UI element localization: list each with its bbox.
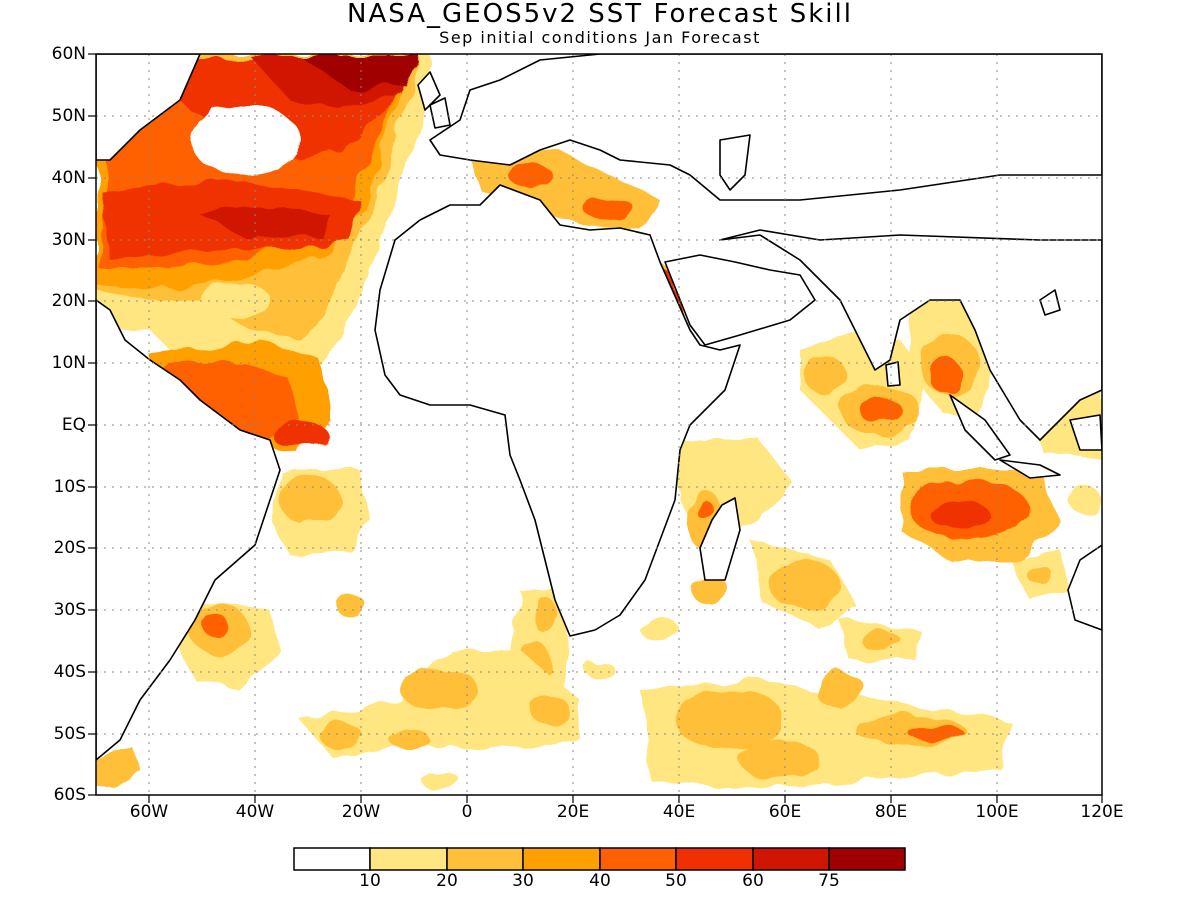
colorbar (293, 847, 906, 871)
lon-tick-label: 120E (1080, 802, 1124, 822)
lat-tick-label: EQ (61, 415, 86, 435)
lat-tick-label: 40S (53, 662, 86, 682)
lat-tick-label: 60S (53, 785, 86, 805)
lon-tick-label: 60W (129, 802, 169, 822)
colorbar-swatch (522, 847, 601, 871)
lat-tick-label: 60N (51, 44, 86, 64)
axis-ticks (88, 53, 1103, 803)
lat-tick-label: 30N (51, 230, 86, 250)
skill-field (96, 54, 1102, 795)
lat-tick-label: 50N (51, 106, 86, 126)
map-subtitle: Sep initial conditions Jan Forecast (439, 28, 761, 47)
colorbar-label: 75 (818, 871, 840, 891)
lon-tick-label: 100E (975, 802, 1019, 822)
colorbar-label: 50 (665, 871, 687, 891)
colorbar-label: 10 (359, 871, 381, 891)
lon-tick-label: 20E (556, 802, 590, 822)
colorbar-swatch (446, 847, 524, 871)
lat-tick-label: 20S (53, 538, 86, 558)
lat-tick-label: 20N (51, 291, 86, 311)
colorbar-swatch (675, 847, 754, 871)
lon-tick-label: 40W (235, 802, 275, 822)
colorbar-label: 30 (512, 871, 534, 891)
colorbar-label: 60 (742, 871, 764, 891)
colorbar-swatch (293, 847, 371, 871)
lat-tick-label: 50S (53, 724, 86, 744)
lat-tick-label: 10S (53, 477, 86, 497)
colorbar-swatch (369, 847, 448, 871)
lon-tick-label: 0 (461, 802, 473, 822)
lon-tick-label: 40E (662, 802, 696, 822)
colorbar-swatch (828, 847, 906, 871)
continents (96, 54, 1102, 761)
lat-tick-label: 40N (51, 168, 86, 188)
colorbar-label: 40 (589, 871, 611, 891)
lon-tick-label: 80E (874, 802, 908, 822)
colorbar-swatch (752, 847, 830, 871)
colorbar-label: 20 (436, 871, 458, 891)
graticule (96, 54, 1102, 795)
lon-tick-label: 60E (768, 802, 802, 822)
lat-tick-label: 30S (53, 600, 86, 620)
map-title: NASA_GEOS5v2 SST Forecast Skill (347, 0, 853, 29)
lat-tick-label: 10N (51, 353, 86, 373)
colorbar-swatch (599, 847, 677, 871)
lon-tick-label: 20W (341, 802, 381, 822)
